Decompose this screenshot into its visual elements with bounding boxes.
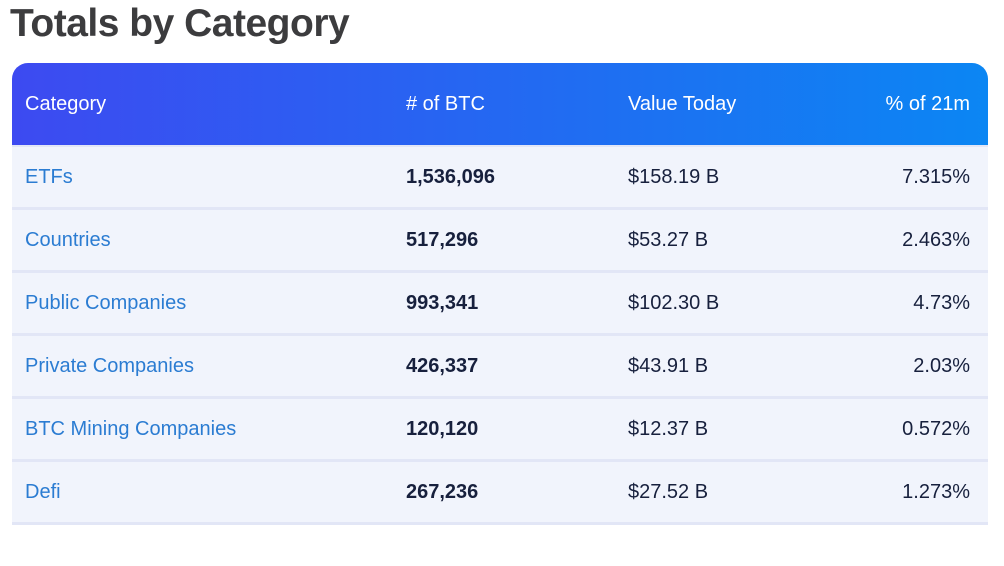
value-today-cell: $27.52 B (628, 480, 709, 503)
pct-of-21m-cell: 0.572% (902, 417, 970, 440)
pct-of-21m-cell: 4.73% (913, 291, 970, 314)
btc-count-cell: 120,120 (406, 417, 479, 440)
table-row: BTC Mining Companies 120,120 $12.37 B 0.… (12, 399, 988, 462)
category-cell: BTC Mining Companies (25, 418, 406, 441)
category-link[interactable]: Countries (25, 228, 111, 251)
btc-count-cell: 267,236 (406, 480, 479, 503)
page-title: Totals by Category (10, 2, 350, 45)
table-row: Public Companies 993,341 $102.30 B 4.73% (12, 273, 988, 336)
table-row: Countries 517,296 $53.27 B 2.463% (12, 210, 988, 273)
column-header-btc: # of BTC (406, 92, 485, 115)
category-link[interactable]: ETFs (25, 165, 73, 188)
table-body: ETFs 1,536,096 $158.19 B 7.315% Countrie… (12, 145, 988, 525)
value-today-cell: $43.91 B (628, 354, 709, 377)
column-header-category: Category (25, 92, 107, 115)
category-cell: Public Companies (25, 292, 406, 315)
column-header-value-today: Value Today (628, 92, 737, 115)
column-header-pct-of-21m: % of 21m (885, 92, 970, 115)
table-header-row: Category # of BTC Value Today % of 21m (12, 63, 988, 145)
btc-count-cell: 517,296 (406, 228, 479, 251)
pct-of-21m-cell: 1.273% (902, 480, 970, 503)
pct-of-21m-cell: 2.463% (902, 228, 970, 251)
category-cell: Countries (25, 229, 406, 252)
btc-count-cell: 1,536,096 (406, 165, 495, 188)
pct-of-21m-cell: 7.315% (902, 165, 970, 188)
btc-count-cell: 993,341 (406, 291, 479, 314)
pct-of-21m-cell: 2.03% (913, 354, 970, 377)
value-today-cell: $12.37 B (628, 417, 709, 440)
category-link[interactable]: Public Companies (25, 291, 187, 314)
category-cell: Defi (25, 481, 406, 504)
table-row: Private Companies 426,337 $43.91 B 2.03% (12, 336, 988, 399)
value-today-cell: $102.30 B (628, 291, 720, 314)
totals-by-category-table: Category # of BTC Value Today % of 21m E… (12, 63, 988, 525)
table-row: Defi 267,236 $27.52 B 1.273% (12, 462, 988, 525)
category-link[interactable]: BTC Mining Companies (25, 417, 237, 440)
category-link[interactable]: Defi (25, 480, 61, 503)
category-cell: Private Companies (25, 355, 406, 378)
category-link[interactable]: Private Companies (25, 354, 194, 377)
btc-count-cell: 426,337 (406, 354, 479, 377)
table-row: ETFs 1,536,096 $158.19 B 7.315% (12, 147, 988, 210)
value-today-cell: $158.19 B (628, 165, 720, 188)
category-cell: ETFs (25, 166, 406, 189)
value-today-cell: $53.27 B (628, 228, 709, 251)
